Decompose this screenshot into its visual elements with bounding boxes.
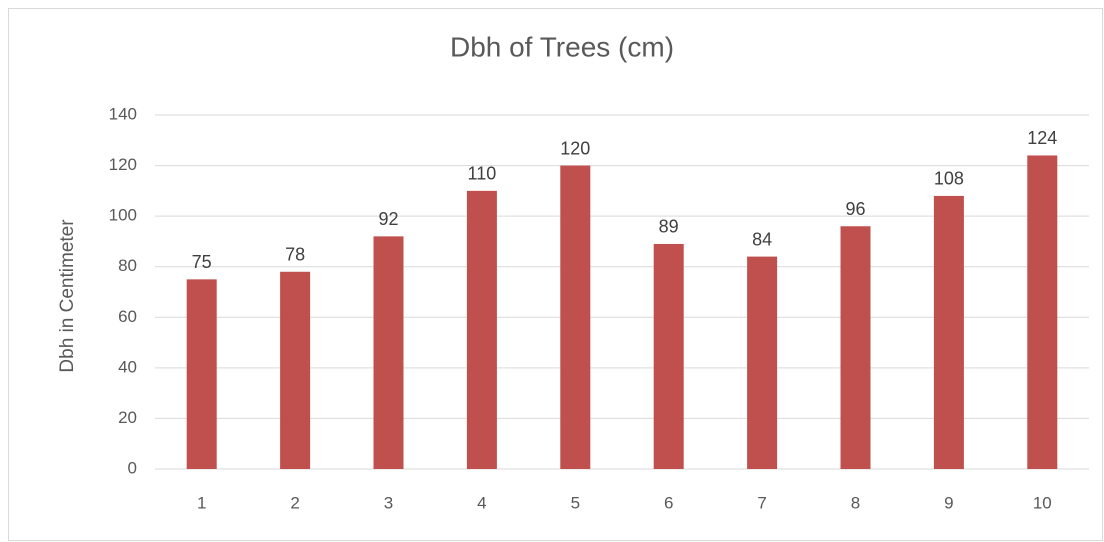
data-label: 75: [192, 252, 212, 272]
bar: [560, 165, 591, 470]
data-label: 84: [752, 229, 772, 249]
x-tick-label: 3: [384, 493, 393, 512]
bar: [373, 236, 404, 469]
bar: [653, 243, 684, 469]
x-tick-label: 8: [851, 493, 860, 512]
bar: [1027, 155, 1058, 469]
y-axis-label: Dbh in Centimeter: [57, 219, 78, 373]
x-tick-label: 7: [757, 493, 766, 512]
bar: [280, 271, 311, 469]
data-label: 110: [468, 164, 497, 184]
y-tick-label: 0: [128, 458, 137, 477]
x-tick-label: 6: [664, 493, 673, 512]
data-label: 124: [1027, 128, 1057, 148]
x-tick-label: 4: [477, 493, 486, 512]
data-label: 108: [934, 169, 964, 189]
bar: [840, 226, 871, 469]
x-tick-label: 1: [197, 493, 206, 512]
data-label: 89: [659, 217, 679, 237]
y-tick-label: 100: [109, 206, 137, 225]
x-tick-label: 5: [571, 493, 580, 512]
y-tick-label: 80: [118, 256, 137, 275]
y-tick-label: 120: [109, 155, 137, 174]
y-tick-label: 20: [118, 408, 137, 427]
data-label: 78: [285, 245, 305, 265]
x-tick-label: 10: [1033, 493, 1052, 512]
bar: [466, 190, 497, 469]
data-label: 92: [378, 209, 398, 229]
chart-title: Dbh of Trees (cm): [450, 31, 674, 62]
y-tick-label: 140: [109, 104, 137, 123]
x-tick-label: 2: [290, 493, 299, 512]
bar: [186, 279, 217, 469]
y-tick-label: 60: [118, 307, 137, 326]
data-label: 96: [845, 199, 865, 219]
bar: [747, 256, 778, 469]
x-tick-label: 9: [944, 493, 953, 512]
y-tick-label: 40: [118, 357, 137, 376]
bar: [933, 195, 964, 469]
data-label: 120: [560, 138, 590, 158]
